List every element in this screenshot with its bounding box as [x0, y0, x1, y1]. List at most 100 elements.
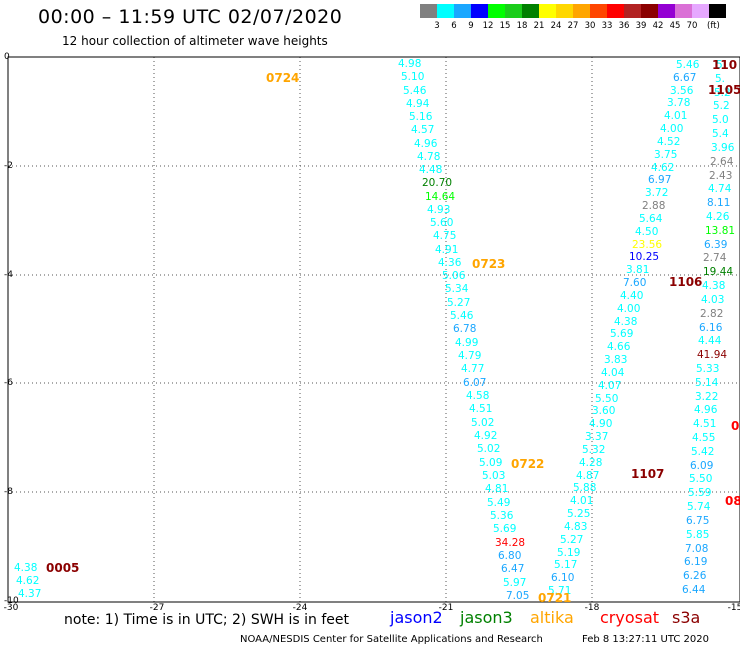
wave-height-value: 4.04	[601, 367, 625, 379]
pass-time-label: 08	[725, 494, 740, 508]
wave-height-value: 5.4	[712, 128, 729, 140]
wave-height-value: 2.64	[710, 156, 734, 168]
wave-height-value: 4.74	[708, 183, 732, 195]
wave-height-value: 4.79	[458, 350, 482, 362]
map-title: 00:00 – 11:59 UTC 02/07/2020	[38, 6, 343, 28]
wave-height-value: 4.62	[16, 575, 40, 587]
wave-height-value: 4.51	[469, 403, 493, 415]
wave-height-value: 10.25	[629, 251, 660, 263]
scale-swatch	[556, 4, 573, 18]
wave-height-value: 5.59	[688, 487, 712, 499]
lon-tick-label: -30	[3, 603, 19, 613]
scale-label: 9	[468, 21, 474, 31]
wave-height-value: 2.88	[642, 200, 666, 212]
wave-height-value: 2.43	[709, 170, 733, 182]
wave-height-value: 2.82	[700, 308, 724, 320]
wave-height-value: 6.44	[682, 584, 706, 596]
wave-height-value: 5.17	[554, 559, 578, 571]
wave-height-value: 6.07	[463, 377, 487, 389]
lon-tick-label: -18	[584, 603, 600, 613]
wave-height-value: 4.96	[414, 138, 438, 150]
scale-label: 12	[482, 21, 494, 31]
wave-height-value: 5.27	[560, 534, 584, 546]
wave-height-value: 4.83	[564, 521, 588, 533]
wave-height-value: 4.01	[664, 110, 688, 122]
wave-height-value: 4.38	[702, 280, 726, 292]
wave-height-value: 20.70	[422, 177, 453, 189]
wave-height-value: 4.40	[620, 290, 644, 302]
scale-swatch	[607, 4, 624, 18]
pass-time-label: 110	[712, 58, 738, 72]
wave-height-value: 4.38	[614, 316, 638, 328]
lat-tick-label: -4	[4, 270, 13, 280]
scale-swatch	[709, 4, 726, 18]
wave-height-value: 3.83	[604, 354, 628, 366]
wave-height-value: 5.25	[567, 508, 591, 520]
scale-label: 36	[618, 21, 630, 31]
wave-height-value: 6.26	[683, 570, 707, 582]
wave-height-value: 4.07	[598, 380, 622, 392]
scale-label: 18	[516, 21, 528, 31]
wave-height-value: 3.81	[626, 264, 650, 276]
wave-height-value: 4.28	[579, 457, 603, 469]
wave-height-value: 5.02	[477, 443, 501, 455]
pass-time-label: 0721	[538, 591, 572, 605]
wave-height-value: 5.71	[548, 585, 572, 597]
wave-height-value: 4.75	[433, 230, 457, 242]
lat-tick-label: -8	[4, 487, 13, 497]
wave-height-value: 5.60	[430, 217, 454, 229]
wave-height-value: 4.55	[692, 432, 716, 444]
wave-height-value: 4.52	[657, 136, 681, 148]
scale-label: 42	[652, 21, 664, 31]
pass-time-label: 0005	[46, 561, 80, 575]
wave-height-value: 4.01	[570, 495, 594, 507]
legend-s3a: s3a	[672, 608, 701, 627]
scale-swatch	[437, 4, 454, 18]
scale-label: 33	[601, 21, 613, 31]
wave-height-value: 4.87	[576, 470, 600, 482]
wave-height-value: 4.81	[485, 483, 509, 495]
wave-height-value: 5.34	[445, 283, 469, 295]
wave-height-value: 4.48	[419, 164, 443, 176]
wave-height-value: 5.14	[695, 377, 719, 389]
credit-line: NOAA/NESDIS Center for Satellite Applica…	[240, 634, 543, 645]
wave-height-value: 6.09	[690, 460, 714, 472]
wave-height-value: 4.58	[466, 390, 490, 402]
footer-note: note: 1) Time is in UTC; 2) SWH is in fe…	[64, 612, 350, 628]
wave-height-value: 7.05	[506, 590, 530, 602]
wave-height-value: 4.92	[474, 430, 498, 442]
wave-height-value: 3.56	[670, 85, 694, 97]
pass-time-label: 0723	[472, 257, 506, 271]
legend-cryosat: cryosat	[600, 608, 660, 627]
wave-height-value: 4.26	[706, 211, 730, 223]
wave-height-value: 5.64	[639, 213, 663, 225]
wave-height-value: 3.78	[667, 97, 691, 109]
wave-height-value: 7.60	[623, 277, 647, 289]
wave-height-value: 5.69	[493, 523, 517, 535]
wave-height-value: 5.69	[610, 328, 634, 340]
wave-height-value: 4.90	[589, 418, 613, 430]
scale-label: 15	[499, 21, 511, 31]
wave-height-value: 4.50	[635, 226, 659, 238]
wave-height-value: 4.36	[438, 257, 462, 269]
wave-height-value: 3.37	[585, 431, 609, 443]
scale-swatch	[692, 4, 709, 18]
wave-height-value: 5.32	[582, 444, 606, 456]
wave-height-value: 3.60	[592, 405, 616, 417]
scale-swatch	[573, 4, 590, 18]
wave-height-value: 6.75	[686, 515, 710, 527]
wave-height-value: 4.66	[607, 341, 631, 353]
wave-height-value: 2.74	[703, 252, 727, 264]
wave-height-value: 5.74	[687, 501, 711, 513]
pass-time-label: 0722	[511, 457, 545, 471]
scale-swatch	[488, 4, 505, 18]
wave-height-value: 4.37	[18, 588, 42, 600]
wave-height-value: 5.46	[676, 59, 700, 71]
wave-height-value: 5.33	[696, 363, 720, 375]
wave-height-value: 4.44	[698, 335, 722, 347]
wave-height-value: 5.85	[686, 529, 710, 541]
scale-swatch	[624, 4, 641, 18]
wave-height-value: 4.99	[455, 337, 479, 349]
wave-height-value: 6.80	[498, 550, 522, 562]
